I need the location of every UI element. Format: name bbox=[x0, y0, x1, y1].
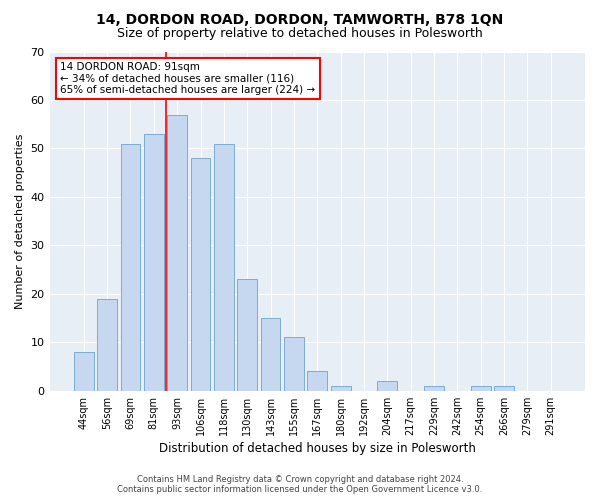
Y-axis label: Number of detached properties: Number of detached properties bbox=[15, 134, 25, 309]
Bar bbox=[97, 298, 117, 391]
Bar bbox=[471, 386, 491, 391]
Bar bbox=[144, 134, 164, 391]
Bar bbox=[260, 318, 280, 391]
Text: Contains HM Land Registry data © Crown copyright and database right 2024.
Contai: Contains HM Land Registry data © Crown c… bbox=[118, 474, 482, 494]
Bar bbox=[377, 381, 397, 391]
Bar bbox=[214, 144, 234, 391]
Bar bbox=[191, 158, 211, 391]
Text: 14, DORDON ROAD, DORDON, TAMWORTH, B78 1QN: 14, DORDON ROAD, DORDON, TAMWORTH, B78 1… bbox=[97, 12, 503, 26]
Bar bbox=[284, 338, 304, 391]
Bar bbox=[167, 114, 187, 391]
Bar bbox=[121, 144, 140, 391]
Bar bbox=[494, 386, 514, 391]
Bar bbox=[331, 386, 350, 391]
X-axis label: Distribution of detached houses by size in Polesworth: Distribution of detached houses by size … bbox=[159, 442, 476, 455]
Bar bbox=[74, 352, 94, 391]
Text: Size of property relative to detached houses in Polesworth: Size of property relative to detached ho… bbox=[117, 28, 483, 40]
Text: 14 DORDON ROAD: 91sqm
← 34% of detached houses are smaller (116)
65% of semi-det: 14 DORDON ROAD: 91sqm ← 34% of detached … bbox=[60, 62, 316, 95]
Bar bbox=[424, 386, 444, 391]
Bar bbox=[238, 280, 257, 391]
Bar bbox=[307, 372, 327, 391]
